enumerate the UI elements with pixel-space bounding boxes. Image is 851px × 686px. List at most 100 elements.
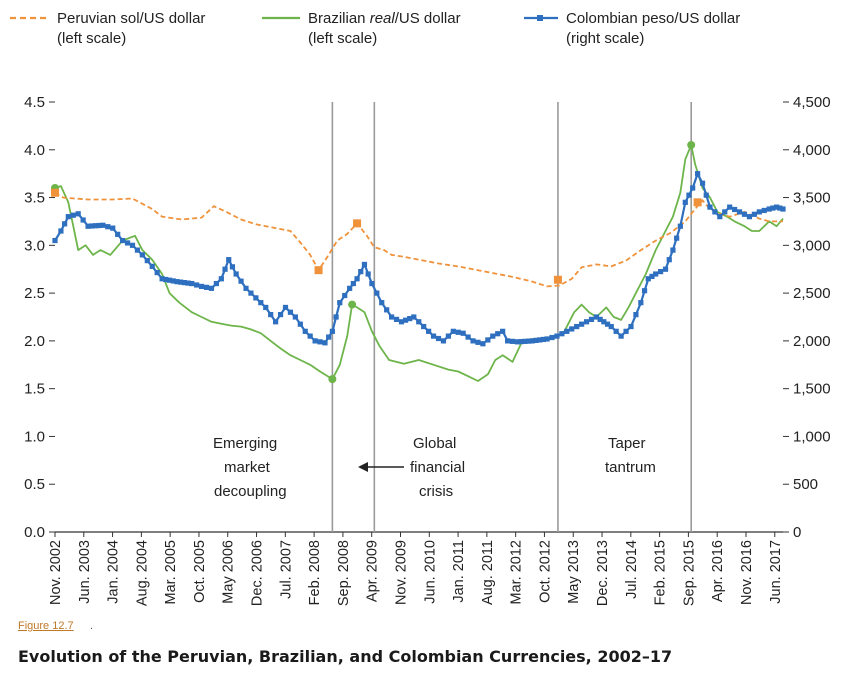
series-marker-sol — [353, 219, 362, 228]
x-tick-label: Jan. 2004 — [106, 540, 122, 604]
y-right-tick-label: 3,000 — [793, 237, 831, 254]
x-tick-label: Nov. 2016 — [739, 540, 755, 605]
x-tick-label: Oct. 2005 — [192, 540, 208, 603]
series-marker-peso — [756, 209, 762, 215]
series-marker-peso — [583, 319, 590, 325]
y-left-tick-label: 4.0 — [24, 142, 45, 159]
series-marker-peso — [243, 285, 249, 291]
series-marker-peso — [559, 331, 565, 337]
series-marker-peso — [208, 285, 215, 291]
legend-label-real-line1: Brazilian real/US dollar — [308, 10, 461, 27]
series-marker-peso — [525, 338, 532, 344]
series-marker-peso — [194, 282, 200, 288]
series-marker-peso — [365, 271, 371, 277]
series-marker-peso — [751, 211, 757, 217]
series-marker-peso — [287, 309, 294, 315]
series-marker-peso — [736, 209, 743, 215]
series-marker-peso — [233, 271, 239, 277]
series-marker-sol — [314, 266, 323, 275]
x-tick-label: Feb. 2008 — [307, 540, 323, 605]
series-marker-peso — [389, 314, 395, 320]
x-tick-label: Jun. 2003 — [77, 540, 93, 604]
series-marker-peso — [717, 214, 723, 220]
series-marker-peso — [554, 333, 560, 339]
series-marker-peso — [248, 290, 254, 296]
x-tick-label: Nov. 2009 — [393, 540, 409, 605]
series-marker-peso — [149, 263, 155, 269]
series-marker-peso — [529, 338, 535, 344]
series-marker-peso — [430, 333, 437, 339]
series-marker-peso — [608, 323, 614, 330]
series-marker-peso — [460, 330, 466, 336]
series-marker-peso — [70, 212, 76, 218]
x-tick-label: Mar. 2005 — [163, 540, 179, 605]
series-marker-peso — [134, 247, 141, 253]
figure-link[interactable]: Figure 12.7 — [18, 620, 74, 632]
series-marker-peso — [402, 317, 409, 323]
series-marker-peso — [374, 290, 380, 296]
series-marker-peso — [435, 335, 442, 342]
series-marker-peso — [773, 204, 780, 210]
series-marker-peso — [604, 321, 611, 327]
series-marker-peso — [628, 323, 634, 330]
x-tick-label: Aug. 2004 — [134, 540, 150, 606]
y-left-tick-label: 1.0 — [24, 428, 45, 445]
series-marker-peso — [326, 334, 332, 340]
series-marker-peso — [253, 295, 259, 301]
series-marker-peso — [653, 271, 659, 277]
legend-label-peso-line2: (right scale) — [566, 30, 644, 47]
x-tick-label: Apr. 2016 — [710, 540, 726, 602]
series-marker-peso — [58, 228, 64, 234]
series-marker-peso — [712, 209, 718, 215]
series-marker-peso — [407, 315, 413, 322]
series-marker-peso — [258, 300, 264, 306]
series-marker-peso — [645, 276, 651, 282]
series-marker-peso — [85, 223, 91, 229]
series-marker-peso — [569, 326, 575, 332]
series-marker-peso — [549, 334, 555, 341]
series-marker-peso — [677, 223, 683, 229]
figure-link-period: . — [90, 620, 94, 632]
legend: Peruvian sol/US dollar (left scale) Braz… — [10, 10, 740, 47]
series-marker-sol — [51, 188, 59, 197]
x-tick-label: Dec. 2006 — [250, 540, 266, 606]
legend-marker-peso — [537, 15, 543, 21]
series-marker-peso — [181, 280, 187, 286]
series-marker-peso — [297, 321, 303, 327]
y-right-tick-label: 2,500 — [793, 285, 831, 302]
series-marker-peso — [369, 280, 375, 287]
series-marker-peso — [727, 204, 733, 210]
legend-label-sol-line2: (left scale) — [57, 30, 126, 47]
series-marker-peso — [522, 338, 528, 344]
series-marker-peso — [564, 328, 570, 334]
series-marker-peso — [426, 328, 432, 334]
series-marker-peso — [203, 284, 210, 290]
annotation-gfc-line3: crisis — [419, 483, 453, 500]
series-marker-real — [687, 141, 696, 149]
series-marker-peso — [741, 211, 748, 217]
series-marker-peso — [100, 222, 106, 228]
series-marker-peso — [518, 339, 524, 345]
series-marker-peso — [185, 280, 191, 286]
series-marker-peso — [766, 206, 772, 212]
series-marker-peso — [657, 269, 664, 275]
x-tick-label: Jun. 2010 — [422, 540, 438, 604]
series-marker-peso — [601, 319, 607, 325]
series-marker-peso — [455, 329, 461, 335]
y-right-tick-label: 1,000 — [793, 428, 831, 445]
series-marker-peso — [80, 217, 86, 223]
axes: 0.0 0.5 1.0 1.5 2.0 2.5 3.0 3.5 4.0 4.5 0 500 1,000 1… — [24, 94, 830, 606]
series-marker-peso — [96, 222, 102, 229]
series-marker-peso — [490, 333, 496, 339]
series-marker-real — [328, 375, 337, 384]
series-marker-peso — [75, 211, 81, 217]
x-tick-label: Dec. 2013 — [595, 540, 611, 606]
series-marker-peso — [777, 205, 783, 211]
series-marker-peso — [509, 338, 516, 344]
series-marker-peso — [674, 235, 680, 241]
series-marker-peso — [540, 336, 546, 343]
series-line-peso — [54, 172, 784, 345]
x-tick-label: Feb. 2015 — [653, 540, 669, 605]
y-left-tick-label: 0.5 — [24, 476, 45, 493]
series-marker-peso — [329, 328, 335, 334]
